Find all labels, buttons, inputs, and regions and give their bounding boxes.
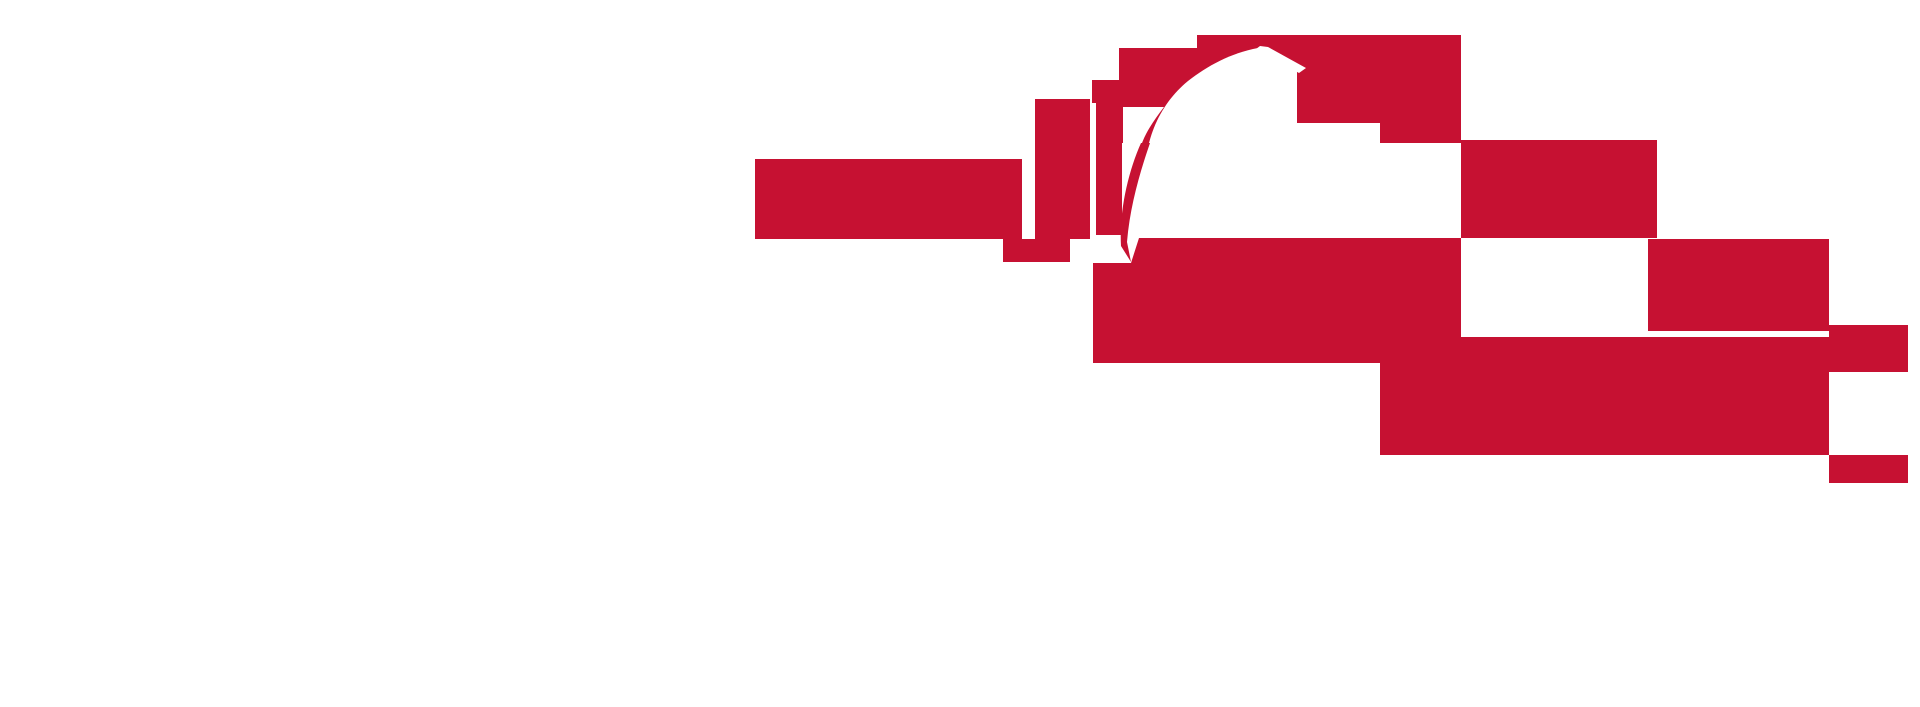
left-horizontal-bar [755,159,1022,239]
step-notch-cutout [1295,123,1380,143]
vertical-bar [1035,99,1090,239]
apex-sliver-cutout [1256,46,1306,73]
sub-bar-extension [1003,239,1070,262]
arch-edge-sliver [1120,143,1150,262]
arch-dome-cutout [1149,48,1297,143]
gap-notch-cutout [1123,107,1164,143]
column [1096,103,1122,235]
mid-right-rect [1461,140,1657,238]
right-step-rect [1648,239,1829,331]
top-strip [1197,35,1461,48]
lower-mass [1093,238,1829,455]
far-right-lower-rect [1829,455,1908,483]
far-right-upper-rect [1829,325,1908,372]
column-bump [1092,80,1119,103]
